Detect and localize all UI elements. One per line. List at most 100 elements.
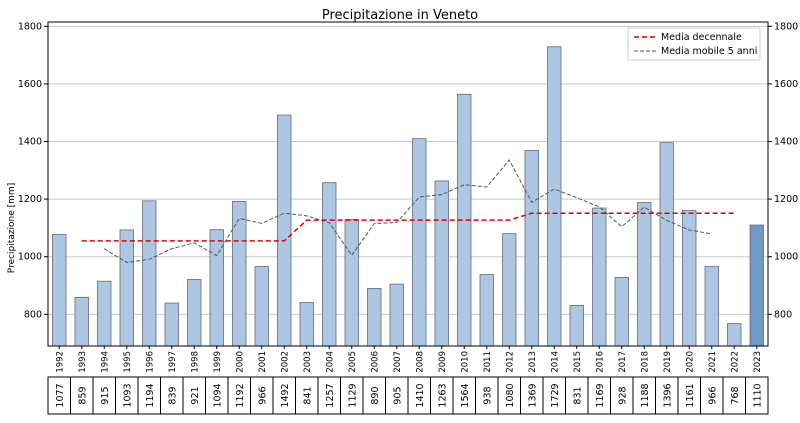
y-tick-label-right: 1200 bbox=[774, 194, 798, 205]
x-tick-label: 2006 bbox=[370, 351, 380, 373]
x-tick-label: 2021 bbox=[708, 351, 718, 373]
x-tick-label: 2000 bbox=[235, 351, 245, 373]
x-tick-label: 1992 bbox=[55, 351, 65, 373]
x-tick-label: 2002 bbox=[280, 351, 290, 373]
table-cell-value: 966 bbox=[707, 386, 718, 404]
bar bbox=[277, 114, 292, 347]
bar bbox=[547, 46, 562, 347]
bar bbox=[367, 287, 382, 347]
bar bbox=[569, 304, 584, 347]
table-cell-value: 1369 bbox=[527, 383, 538, 407]
x-tick-label: 2012 bbox=[505, 351, 515, 373]
y-tick-label-left: 1600 bbox=[18, 79, 42, 90]
bar bbox=[479, 274, 494, 347]
table-cell-value: 841 bbox=[302, 386, 313, 404]
trend-lines bbox=[81, 159, 735, 264]
table-cell-value: 915 bbox=[100, 386, 111, 404]
x-tick-label: 2020 bbox=[685, 351, 695, 373]
bar bbox=[97, 280, 112, 347]
table-cell-value: 768 bbox=[730, 386, 741, 404]
plot-frame bbox=[47, 21, 769, 347]
table-cell-value: 1192 bbox=[235, 383, 246, 407]
table-cell-value: 890 bbox=[370, 386, 381, 404]
x-tick-label: 2022 bbox=[730, 351, 740, 373]
bar bbox=[502, 233, 517, 347]
x-tick-label: 2016 bbox=[595, 351, 605, 373]
x-tick-label: 2023 bbox=[753, 351, 763, 373]
table-cell-value: 938 bbox=[482, 386, 493, 404]
bar bbox=[74, 296, 89, 347]
table-cell-value: 1729 bbox=[550, 383, 561, 407]
y-tick-label-left: 1000 bbox=[18, 252, 42, 263]
table-cell-value: 921 bbox=[190, 386, 201, 404]
x-tick-label: 2009 bbox=[438, 351, 448, 373]
table-cell-value: 1080 bbox=[505, 383, 516, 407]
x-tick-label: 2011 bbox=[483, 351, 493, 373]
table-cell-value: 1093 bbox=[122, 383, 133, 407]
table-cell-value: 1188 bbox=[640, 383, 651, 407]
bar bbox=[142, 200, 157, 347]
bar bbox=[412, 138, 427, 347]
bars bbox=[52, 46, 764, 347]
bar bbox=[524, 150, 539, 347]
x-tick-label: 2014 bbox=[550, 351, 560, 373]
x-tick-label: 2005 bbox=[348, 351, 358, 373]
table-cell-value: 905 bbox=[392, 386, 403, 404]
x-tick-label: 2019 bbox=[663, 351, 673, 373]
legend-label-media-mobile: Media mobile 5 anni bbox=[661, 46, 757, 57]
x-tick-label: 2001 bbox=[258, 351, 268, 373]
x-tick-label: 2018 bbox=[640, 351, 650, 373]
x-tick-label: 1998 bbox=[190, 351, 200, 373]
x-tick-label: 1997 bbox=[168, 351, 178, 373]
table-cell-value: 1194 bbox=[145, 383, 156, 407]
x-tick-label: 2003 bbox=[303, 351, 313, 373]
table-cell-value: 1263 bbox=[437, 383, 448, 407]
x-tick-label: 2017 bbox=[618, 351, 628, 373]
bar bbox=[187, 279, 202, 347]
y-tick-label-left: 800 bbox=[24, 309, 42, 320]
legend-label-media-decennale: Media decennale bbox=[661, 32, 742, 43]
x-tick-label: 1995 bbox=[123, 351, 133, 373]
bar bbox=[232, 201, 247, 347]
bar bbox=[727, 323, 742, 347]
bar bbox=[592, 207, 607, 347]
bar bbox=[119, 229, 134, 347]
tick-labels: 800 800 1000 1000 1200 1200 1400 1400 1600 1600 18… bbox=[18, 21, 798, 372]
table-cell-value: 1129 bbox=[347, 383, 358, 407]
table-cell-value: 839 bbox=[167, 386, 178, 404]
bar bbox=[164, 302, 179, 347]
bar bbox=[704, 266, 719, 347]
bar bbox=[749, 224, 764, 347]
bar bbox=[52, 234, 67, 347]
chart-title: Precipitazione in Veneto bbox=[322, 8, 478, 23]
bar bbox=[344, 219, 359, 347]
x-tick-label: 1996 bbox=[145, 351, 155, 373]
table-cell-value: 859 bbox=[77, 386, 88, 404]
y-tick-label-right: 1400 bbox=[774, 137, 798, 148]
bar bbox=[254, 266, 269, 347]
table-cell-value: 831 bbox=[572, 386, 583, 404]
x-tick-label: 1999 bbox=[213, 351, 223, 373]
table-cell-value: 966 bbox=[257, 386, 268, 404]
bar bbox=[322, 182, 337, 347]
table-cell-value: 1410 bbox=[415, 383, 426, 407]
x-tick-label: 2010 bbox=[460, 351, 470, 373]
series-line-media-decennale bbox=[81, 212, 735, 242]
x-tick-label: 2008 bbox=[415, 351, 425, 373]
legend-box bbox=[627, 27, 761, 61]
table-cell-value: 1169 bbox=[595, 383, 606, 407]
table-cell-value: 928 bbox=[617, 386, 628, 404]
x-tick-label: 2013 bbox=[528, 351, 538, 373]
x-tick-label: 1994 bbox=[100, 351, 110, 373]
bar bbox=[614, 277, 629, 347]
y-tick-label-left: 1800 bbox=[18, 21, 42, 32]
bar bbox=[434, 180, 449, 347]
x-tick-label: 1993 bbox=[78, 351, 88, 373]
bar bbox=[659, 142, 674, 347]
axes bbox=[44, 21, 772, 349]
bar bbox=[299, 302, 314, 347]
y-tick-label-left: 1400 bbox=[18, 137, 42, 148]
x-tick-label: 2004 bbox=[325, 351, 335, 373]
y-tick-label-left: 1200 bbox=[18, 194, 42, 205]
